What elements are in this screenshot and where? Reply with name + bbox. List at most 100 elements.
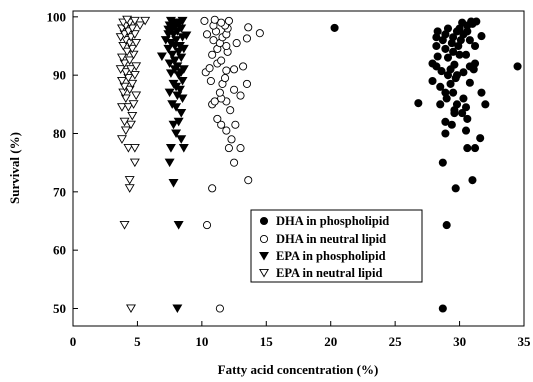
data-point [432,41,441,51]
data-point [465,36,474,45]
data-point [116,53,127,63]
data-point [163,25,174,35]
data-point [120,126,131,136]
data-point [123,74,134,83]
data-point [126,120,136,130]
data-point [129,158,140,168]
legend-label-epa-phospholipid: EPA in phospholipid [276,249,386,263]
data-point [217,18,226,27]
data-point [169,56,180,66]
data-point [451,184,460,193]
x-tick-label: 5 [134,334,141,349]
data-point [165,69,176,78]
data-point [116,103,127,112]
data-point [459,94,468,103]
data-point [164,88,175,98]
data-point [449,33,458,42]
data-point [178,65,189,74]
data-point [176,109,187,118]
y-tick-label: 50 [53,301,66,316]
data-point [168,179,179,188]
data-point [458,18,467,27]
data-point [173,117,184,127]
data-point [124,184,135,193]
data-point [167,50,178,60]
legend-marker [259,251,269,261]
data-point [441,44,450,53]
data-point [119,221,130,230]
data-point [443,53,453,62]
data-point [200,16,209,25]
data-point [127,111,138,121]
data-point [239,62,248,71]
data-point [119,82,130,92]
data-point [463,114,472,123]
data-point [441,117,450,126]
data-point [236,144,245,153]
series-1 [330,17,522,313]
data-point [236,91,245,100]
data-point [217,120,226,129]
data-point [120,94,131,103]
data-point [202,221,212,230]
data-point [441,129,450,138]
data-points [115,15,522,313]
legend-label-dha-neutral-lipid: DHA in neutral lipid [276,232,386,246]
data-point [129,144,140,153]
y-tick-label: 60 [53,243,66,258]
data-point [165,144,176,153]
data-point [172,91,183,101]
data-point [227,135,236,144]
data-point [168,79,179,89]
data-point [172,62,183,71]
data-point [459,68,468,77]
data-point [428,76,437,86]
data-point [477,32,486,41]
data-point [463,144,472,153]
data-point [126,65,136,74]
data-point [126,304,136,313]
data-point [172,304,183,313]
data-point [481,100,490,109]
data-point [442,221,451,230]
data-point [215,88,224,97]
data-point [123,144,134,153]
data-point [116,135,127,144]
data-point [215,304,224,313]
data-point [208,184,217,193]
data-point [122,15,133,25]
data-point [210,97,219,106]
x-tick-label: 25 [389,334,403,349]
data-point [156,52,167,61]
data-point [131,91,142,101]
series-2 [200,15,264,313]
data-point [242,34,252,43]
data-point [222,66,231,75]
legend-box [250,209,423,283]
data-point [436,82,445,91]
data-point [181,31,192,40]
data-point [224,16,233,25]
data-point [222,126,231,135]
data-point [414,99,423,108]
data-point [124,56,135,66]
data-point [177,16,188,26]
data-point [127,24,138,33]
data-point [458,109,467,118]
data-point [438,304,447,313]
data-point [330,23,339,32]
legend: DHA in phospholipid DHA in neutral lipid… [250,209,423,283]
data-point [115,65,126,74]
x-tick-label: 10 [195,334,208,349]
data-point [131,39,142,48]
data-point [468,176,477,185]
legend-label-epa-neutral-lipid: EPA in neutral lipid [276,266,382,280]
legend-label-dha-phospholipid: DHA in phospholipid [276,214,389,228]
data-point [127,79,138,89]
data-point [433,52,442,61]
x-tick-label: 30 [453,334,466,349]
data-point [176,53,187,63]
data-point [470,59,480,68]
data-point [255,29,264,38]
